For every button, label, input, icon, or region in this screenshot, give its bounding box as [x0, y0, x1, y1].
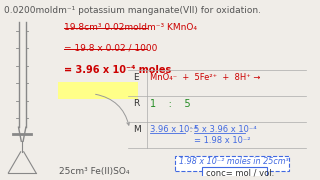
FancyBboxPatch shape [203, 167, 267, 177]
FancyArrowPatch shape [96, 94, 130, 125]
Text: E: E [133, 73, 138, 82]
Text: = 19.8 x 0.02 / 1000: = 19.8 x 0.02 / 1000 [64, 44, 157, 53]
Text: 5 x 3.96 x 10⁻⁴: 5 x 3.96 x 10⁻⁴ [194, 125, 257, 134]
Text: 19.8cm³ 0.02moldm⁻³ KMnO₄: 19.8cm³ 0.02moldm⁻³ KMnO₄ [64, 23, 197, 32]
Text: conc= mol / vol.: conc= mol / vol. [206, 169, 275, 178]
Text: 0.0200moldm⁻¹ potassium manganate(VII) for oxidation.: 0.0200moldm⁻¹ potassium manganate(VII) f… [4, 6, 261, 15]
Text: :: : [187, 125, 197, 134]
Text: = 1.98 x 10⁻²: = 1.98 x 10⁻² [194, 136, 251, 145]
Text: 1    :    5: 1 : 5 [150, 99, 190, 109]
FancyBboxPatch shape [59, 82, 138, 99]
Text: R: R [133, 99, 139, 108]
Text: 3.96 x 10⁻⁴: 3.96 x 10⁻⁴ [150, 125, 197, 134]
FancyBboxPatch shape [175, 156, 289, 171]
Text: 1.98 x 10⁻² moles in 25cm³: 1.98 x 10⁻² moles in 25cm³ [179, 158, 289, 166]
Text: = 3.96 x 10⁻⁴ moles: = 3.96 x 10⁻⁴ moles [64, 65, 171, 75]
Text: M: M [133, 125, 140, 134]
Text: 25cm³ Fe(II)SO₄: 25cm³ Fe(II)SO₄ [59, 167, 130, 176]
Text: MnO₄⁻  +  5Fe²⁺  +  8H⁺ →: MnO₄⁻ + 5Fe²⁺ + 8H⁺ → [150, 73, 260, 82]
